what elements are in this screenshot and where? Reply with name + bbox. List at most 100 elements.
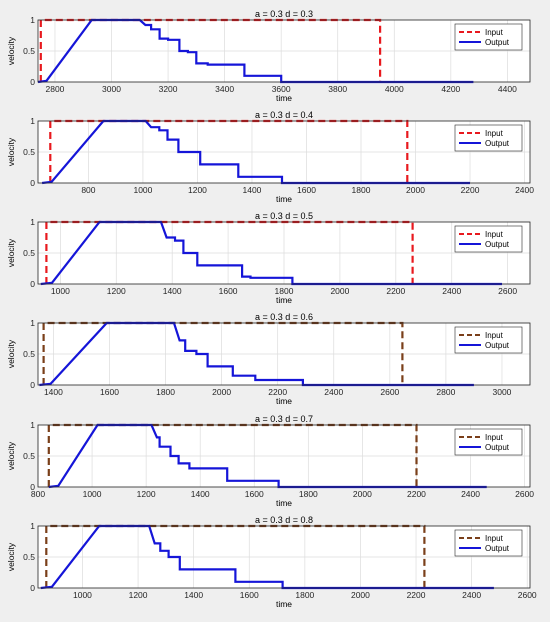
- x-tick-label: 2400: [461, 489, 480, 499]
- subplot-title: a = 0.3 d = 0.3: [255, 9, 313, 19]
- x-tick-label: 1000: [133, 185, 152, 195]
- x-tick-label: 1600: [245, 489, 264, 499]
- x-tick-label: 1400: [191, 489, 210, 499]
- y-axis-label: velocity: [6, 542, 16, 571]
- x-tick-label: 2400: [324, 387, 343, 397]
- legend-output-label: Output: [485, 139, 510, 148]
- subplot-title: a = 0.3 d = 0.5: [255, 211, 313, 221]
- x-tick-label: 2000: [212, 387, 231, 397]
- x-axis-label: time: [276, 599, 292, 609]
- x-tick-label: 1200: [107, 286, 126, 296]
- y-axis-label: velocity: [6, 137, 16, 166]
- x-axis-label: time: [276, 498, 292, 508]
- subplot-3: 1000 1200 1400 1600 1800 2000 2200 2400 2600 0 0.5…: [6, 211, 531, 305]
- x-tick-label: 1600: [219, 286, 238, 296]
- x-tick-label: 1200: [188, 185, 207, 195]
- x-axis-label: time: [276, 396, 292, 406]
- y-tick-label: 1: [30, 318, 35, 328]
- x-axis-label: time: [276, 295, 292, 305]
- x-tick-label: 3000: [493, 387, 512, 397]
- x-tick-label: 2200: [461, 185, 480, 195]
- x-tick-label: 2800: [436, 387, 455, 397]
- x-tick-label: 800: [31, 489, 45, 499]
- x-axis-label: time: [276, 194, 292, 204]
- x-tick-label: 1800: [275, 286, 294, 296]
- x-tick-label: 3400: [215, 84, 234, 94]
- y-tick-label: 1: [30, 15, 35, 25]
- axes-box: [37, 322, 531, 386]
- x-tick-label: 1000: [51, 286, 70, 296]
- axes-box: [37, 120, 531, 184]
- x-tick-label: 1800: [352, 185, 371, 195]
- y-tick-label: 0.5: [23, 46, 35, 56]
- x-tick-label: 2200: [407, 590, 426, 600]
- legend-input-label: Input: [485, 331, 504, 340]
- subplot-4: 1400 1600 1800 2000 2200 2400 2600 2800 3000 0 0.5…: [6, 312, 531, 406]
- axes-box: [37, 424, 531, 488]
- subplot-title: a = 0.3 d = 0.4: [255, 110, 313, 120]
- legend-box: [454, 326, 523, 354]
- subplot-title: a = 0.3 d = 0.6: [255, 312, 313, 322]
- x-tick-label: 2000: [353, 489, 372, 499]
- legend-output-label: Output: [485, 443, 510, 452]
- x-tick-label: 3600: [272, 84, 291, 94]
- x-tick-label: 1400: [184, 590, 203, 600]
- y-tick-label: 0: [30, 279, 35, 289]
- legend-output-label: Output: [485, 240, 510, 249]
- x-tick-label: 4000: [385, 84, 404, 94]
- legend-box: [454, 225, 523, 253]
- y-axis-label: velocity: [6, 238, 16, 267]
- y-tick-label: 0.5: [23, 552, 35, 562]
- x-tick-label: 1600: [100, 387, 119, 397]
- x-tick-label: 3200: [159, 84, 178, 94]
- subplot-title: a = 0.3 d = 0.7: [255, 414, 313, 424]
- subplot-2: 800 1000 1200 1400 1600 1800 2000 2200 2400 0 0.5 1…: [6, 110, 534, 204]
- legend-input-label: Input: [485, 28, 504, 37]
- axes-box: [37, 221, 531, 285]
- x-tick-label: 2200: [407, 489, 426, 499]
- x-tick-label: 1400: [44, 387, 63, 397]
- legend-output-label: Output: [485, 544, 510, 553]
- x-tick-label: 2200: [386, 286, 405, 296]
- legend-input-label: Input: [485, 129, 504, 138]
- y-tick-label: 1: [30, 521, 35, 531]
- y-axis-label: velocity: [6, 339, 16, 368]
- x-tick-label: 4400: [498, 84, 517, 94]
- subplot-title: a = 0.3 d = 0.8: [255, 515, 313, 525]
- x-tick-label: 2600: [515, 489, 534, 499]
- y-tick-label: 0: [30, 77, 35, 87]
- input-series-line: [42, 321, 404, 385]
- y-tick-label: 0.5: [23, 248, 35, 258]
- x-tick-label: 1800: [156, 387, 175, 397]
- x-tick-label: 2600: [380, 387, 399, 397]
- x-tick-label: 1000: [73, 590, 92, 600]
- x-tick-label: 2400: [515, 185, 534, 195]
- x-tick-label: 2000: [406, 185, 425, 195]
- y-tick-label: 0: [30, 482, 35, 492]
- subplot-5: 800 1000 1200 1400 1600 1800 2000 2200 2400 2600 0…: [6, 414, 534, 508]
- x-tick-label: 1400: [163, 286, 182, 296]
- x-tick-label: 1600: [297, 185, 316, 195]
- x-tick-label: 4200: [441, 84, 460, 94]
- x-tick-label: 2200: [268, 387, 287, 397]
- x-tick-label: 1000: [83, 489, 102, 499]
- x-tick-label: 2600: [518, 590, 537, 600]
- x-axis-label: time: [276, 93, 292, 103]
- x-tick-label: 1800: [295, 590, 314, 600]
- y-tick-label: 0: [30, 583, 35, 593]
- axes-box: [37, 525, 531, 589]
- x-tick-label: 3000: [102, 84, 121, 94]
- y-tick-label: 1: [30, 116, 35, 126]
- legend-box: [454, 428, 523, 456]
- legend-box: [454, 124, 523, 152]
- y-tick-label: 1: [30, 217, 35, 227]
- x-tick-label: 2600: [498, 286, 517, 296]
- legend-box: [454, 529, 523, 557]
- x-tick-label: 2000: [351, 590, 370, 600]
- y-tick-label: 0: [30, 178, 35, 188]
- subplot-6: 1000 1200 1400 1600 1800 2000 2200 2400 2600 0 0.5…: [6, 515, 537, 609]
- subplot-1: 2800 3000 3200 3400 3600 3800 4000 4200 4400 0 0.5…: [6, 9, 531, 103]
